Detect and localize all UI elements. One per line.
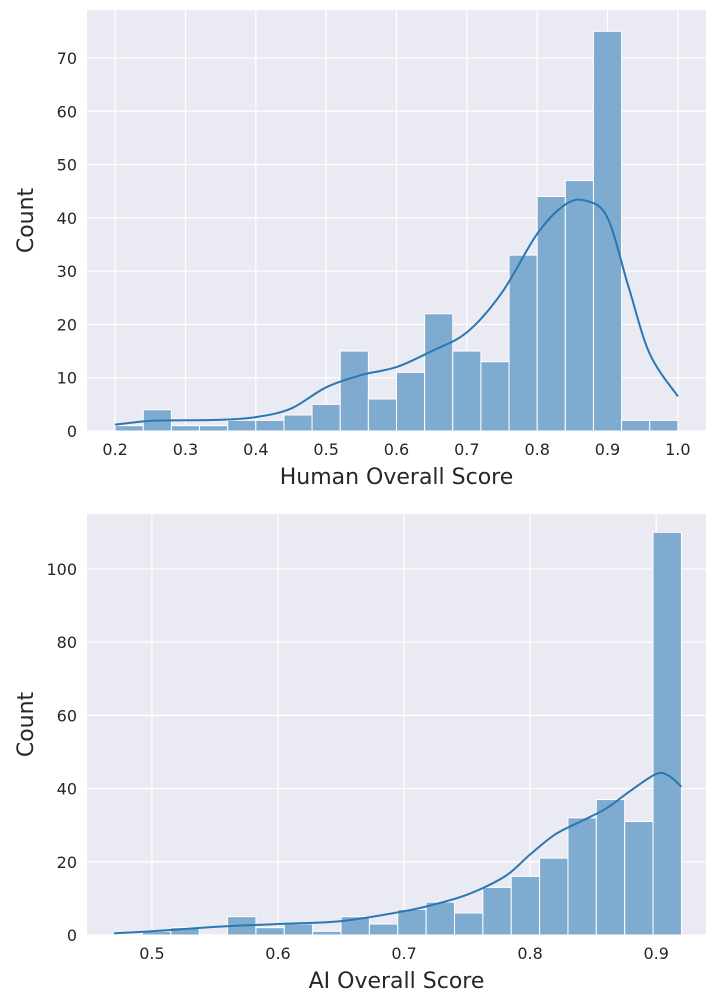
x-tick-labels: 0.2 0.3 0.4 0.5 0.6 0.7 0.8 0.9 1.0 [102, 440, 690, 459]
x-tick-label: 0.8 [517, 944, 542, 963]
x-tick-label: 0.8 [524, 440, 549, 459]
y-tick-label: 10 [57, 369, 77, 388]
histogram-bar [283, 923, 314, 936]
histogram-bar [536, 196, 566, 432]
histogram-bar [396, 371, 426, 432]
x-tick-label: 0.7 [454, 440, 479, 459]
y-tick-label: 80 [57, 633, 77, 652]
histogram-bar [367, 398, 398, 432]
x-tick-label: 0.2 [102, 440, 127, 459]
y-tick-labels: 0 20 40 60 80 100 [46, 560, 77, 945]
histogram-bar [539, 857, 569, 936]
histogram-bar [482, 886, 512, 936]
histogram-bar [114, 425, 144, 432]
x-tick-label: 0.6 [384, 440, 409, 459]
human-score-histogram: 0.2 0.3 0.4 0.5 0.6 0.7 0.8 0.9 1.0 0 10 20 30 40 50 6… [14, 10, 706, 490]
x-axis-label: Human Overall Score [280, 465, 514, 490]
x-tick-label: 0.7 [391, 944, 416, 963]
histogram-bar [339, 350, 369, 432]
y-tick-label: 50 [57, 156, 77, 175]
histogram-bar [624, 821, 654, 936]
histogram-bar [649, 419, 679, 432]
histogram-bar [397, 908, 427, 936]
y-axis-label: Count [14, 187, 39, 253]
histogram-bar [283, 414, 313, 432]
x-tick-label: 0.3 [173, 440, 198, 459]
y-tick-labels: 0 10 20 30 40 50 60 70 [57, 49, 77, 441]
histogram-bar [170, 927, 200, 936]
y-tick-label: 40 [57, 780, 77, 799]
x-tick-labels: 0.5 0.6 0.7 0.8 0.9 [139, 944, 669, 963]
histogram-bar [510, 875, 541, 936]
histogram-bar [652, 531, 682, 936]
histogram-bar [170, 425, 201, 432]
x-tick-label: 0.9 [595, 440, 620, 459]
histogram-bar [255, 419, 285, 432]
y-tick-label: 30 [57, 262, 77, 281]
x-tick-label: 1.0 [665, 440, 690, 459]
x-tick-label: 0.6 [265, 944, 290, 963]
histogram-bar [564, 180, 594, 432]
y-tick-label: 60 [57, 102, 77, 121]
histogram-bar [311, 403, 341, 432]
y-tick-label: 20 [57, 853, 77, 872]
y-tick-label: 70 [57, 49, 77, 68]
x-axis-label: AI Overall Score [309, 969, 485, 994]
histogram-bars [114, 30, 679, 432]
histogram-bar [508, 254, 538, 432]
histogram-bar [255, 927, 285, 936]
histogram-bar [480, 361, 510, 432]
histogram-bar [592, 30, 623, 432]
x-tick-label: 0.5 [139, 944, 164, 963]
ai-score-histogram: 0.5 0.6 0.7 0.8 0.9 0 20 40 60 80 100 AI Overall … [14, 514, 706, 994]
histogram-bar [227, 419, 257, 432]
histogram-bar [595, 799, 626, 936]
histogram-bar [621, 419, 651, 432]
x-tick-label: 0.9 [643, 944, 668, 963]
y-tick-label: 100 [46, 560, 77, 579]
histogram-bar [368, 923, 399, 936]
histogram-bar [453, 912, 484, 936]
x-tick-label: 0.4 [243, 440, 268, 459]
y-tick-label: 0 [67, 926, 77, 945]
y-tick-label: 0 [67, 422, 77, 441]
histogram-bar [452, 350, 482, 432]
kde-curve [114, 771, 683, 935]
histogram-bar [567, 817, 597, 936]
histogram-bars [141, 531, 682, 936]
histogram-bar [425, 901, 455, 936]
histogram-bar [312, 930, 342, 936]
y-axis-label: Count [14, 691, 39, 757]
y-tick-label: 40 [57, 209, 77, 228]
kde-curve [114, 198, 679, 426]
histogram-bar [199, 425, 229, 432]
y-tick-label: 60 [57, 706, 77, 725]
y-tick-label: 20 [57, 315, 77, 334]
x-tick-label: 0.5 [313, 440, 338, 459]
histogram-bar [424, 313, 454, 432]
